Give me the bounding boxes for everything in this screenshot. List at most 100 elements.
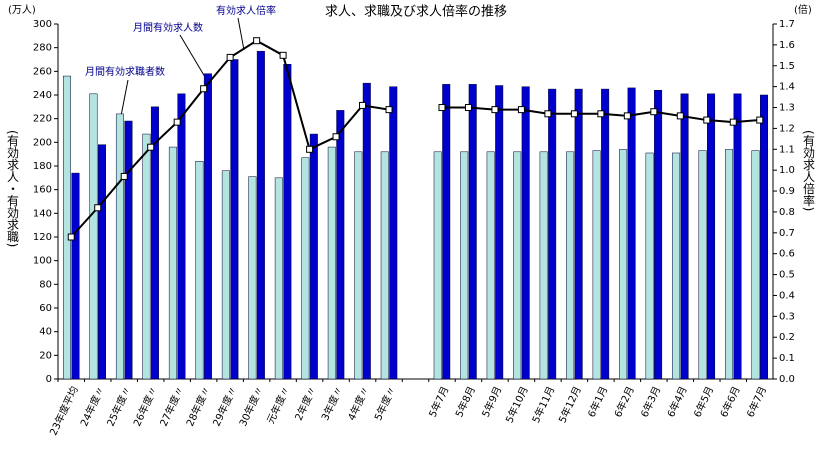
y2-axis-label: (有効求人倍率)	[802, 130, 816, 211]
bar	[733, 93, 742, 380]
point	[491, 106, 499, 114]
point	[226, 53, 234, 61]
y-tick-label: 100	[33, 256, 52, 267]
x-tick-label: 6年6月	[717, 384, 743, 419]
bar	[672, 152, 681, 380]
y-tick-label: 140	[33, 208, 52, 219]
bar	[301, 157, 310, 380]
x-tick-label: 6年1月	[585, 384, 611, 419]
x-tick-label: 5年9月	[479, 384, 505, 419]
x-tick-label: 元年度〃	[264, 384, 293, 426]
y-axis-label: (有効求人・有効求職)	[6, 130, 20, 247]
y-tick-label: 260	[33, 66, 52, 77]
point	[438, 104, 446, 112]
x-tick-label: 6年4月	[664, 384, 690, 419]
point	[570, 110, 578, 118]
bar	[645, 152, 654, 380]
x-tick-label: 28年度〃	[183, 384, 213, 428]
x-tick-label: 26年度〃	[130, 384, 160, 428]
y2-tick-label: 1.6	[779, 40, 795, 51]
bar	[725, 149, 734, 380]
bar	[760, 94, 769, 380]
bar	[168, 146, 177, 380]
bar	[230, 59, 239, 380]
x-tick-label: 29年度〃	[210, 384, 240, 428]
y-tick-label: 220	[33, 114, 52, 125]
bar	[195, 161, 204, 380]
y2-tick-label: 1.3	[779, 103, 795, 114]
x-tick-label: 24年度〃	[77, 384, 107, 428]
point	[544, 110, 552, 118]
y2-tick-label: 0.0	[779, 374, 795, 385]
x-tick-label: 5年10月	[503, 384, 531, 425]
bar	[521, 86, 530, 380]
bar	[619, 149, 628, 380]
bar	[362, 82, 371, 380]
y2-tick-label: 0.7	[779, 228, 795, 239]
bar	[389, 86, 398, 380]
x-tick-label: 23年度平均	[47, 384, 81, 437]
bar	[327, 146, 336, 380]
point	[464, 104, 472, 112]
point	[253, 37, 261, 45]
bar	[680, 93, 689, 380]
point	[120, 172, 128, 180]
point	[650, 108, 658, 116]
y2-tick-label: 1.1	[779, 144, 795, 155]
bar	[707, 93, 716, 380]
bar	[539, 151, 548, 380]
point	[729, 118, 737, 126]
bar	[486, 151, 495, 380]
bar	[698, 150, 707, 380]
bar	[142, 133, 151, 380]
point	[200, 85, 208, 93]
y2-tick-label: 0.4	[779, 290, 795, 301]
bar	[256, 50, 265, 380]
y2-tick-label: 1.7	[779, 19, 795, 30]
y-tick-label: 280	[33, 43, 52, 54]
point	[147, 143, 155, 151]
legend-label: 月間有効求人数	[133, 21, 203, 34]
x-tick-label: 2年度〃	[292, 384, 319, 422]
y-tick-label: 160	[33, 185, 52, 196]
callout-line	[120, 79, 129, 117]
y-tick-label: 0	[46, 374, 52, 385]
y2-tick-label: 0.8	[779, 207, 795, 218]
point	[279, 51, 287, 59]
callout-line	[179, 34, 206, 78]
x-tick-label: 5年8月	[452, 384, 478, 419]
y-tick-label: 240	[33, 90, 52, 101]
point	[703, 116, 711, 124]
x-tick-label: 5年度〃	[371, 384, 398, 422]
x-tick-label: 25年度〃	[104, 384, 134, 428]
point	[517, 106, 525, 114]
callout-line	[237, 17, 245, 51]
chart-title: 求人、求職及び求人倍率の推移	[325, 4, 507, 20]
y2-tick-label: 0.2	[779, 332, 795, 343]
bar	[274, 177, 283, 380]
bar	[574, 88, 583, 380]
bar	[433, 151, 442, 380]
y2-tick-label: 0.9	[779, 186, 795, 197]
y-tick-label: 200	[33, 137, 52, 148]
bar	[654, 90, 663, 380]
y2-tick-label: 0.1	[779, 353, 795, 364]
y-tick-label: 40	[39, 327, 52, 338]
y2-tick-label: 1.2	[779, 123, 795, 134]
bar	[221, 170, 230, 380]
bar	[336, 110, 345, 380]
x-tick-label: 27年度〃	[157, 384, 187, 428]
x-tick-label: 4年度〃	[345, 384, 372, 422]
legend-label: 月間有効求職者数	[85, 65, 165, 78]
bar	[124, 120, 133, 380]
legend-label: 有効求人倍率	[216, 4, 276, 17]
y-unit: (万人)	[8, 4, 36, 16]
bar	[468, 84, 477, 380]
point	[385, 106, 393, 114]
bar	[751, 150, 760, 380]
bar	[513, 151, 522, 380]
y2-tick-label: 0.3	[779, 311, 795, 322]
x-tick-label: 6年5月	[691, 384, 717, 419]
y2-tick-label: 1.0	[779, 165, 795, 176]
